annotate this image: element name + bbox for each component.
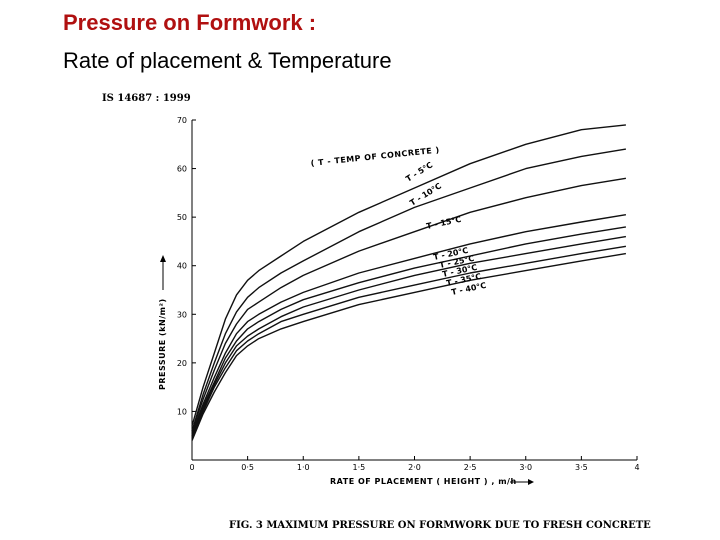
x-tick-label: 3·0 <box>519 463 532 472</box>
y-axis-arrow <box>160 255 166 290</box>
x-tick-label: 1·0 <box>297 463 310 472</box>
x-tick-label: 1·5 <box>353 463 366 472</box>
series-label: T - 5°C <box>404 160 434 183</box>
y-tick-label: 10 <box>177 407 187 416</box>
series-line <box>191 226 627 436</box>
y-tick-label: 60 <box>177 165 187 174</box>
series-line <box>191 177 627 432</box>
standard-label: IS 14687 : 1999 <box>102 93 191 104</box>
x-tick-label: 0·5 <box>241 463 254 472</box>
y-tick-label: 40 <box>177 262 187 271</box>
series-line <box>191 124 626 427</box>
slide-subtitle: Rate of placement & Temperature <box>63 48 392 73</box>
x-tick-label: 2·0 <box>408 463 421 472</box>
y-axis-label: PRESSURE (kN/m²) <box>158 298 167 390</box>
series-line <box>191 148 627 432</box>
figure-caption: FIG. 3 MAXIMUM PRESSURE ON FORMWORK DUE … <box>229 520 651 531</box>
chart-series <box>191 124 627 441</box>
series-line <box>191 235 627 436</box>
y-tick-label: 20 <box>177 359 187 368</box>
x-tick-label: 0 <box>189 463 194 472</box>
x-axis-label: RATE OF PLACEMENT ( HEIGHT ) , m/h <box>330 477 517 486</box>
series-line <box>191 252 627 441</box>
x-tick-label: 4 <box>634 463 639 472</box>
series-label: T - 15°C <box>426 215 463 231</box>
y-tick-label: 50 <box>177 213 187 222</box>
chart-axes: 0 0·5 1·0 1·5 2·0 2·5 3·0 3·5 4 10 20 30 40 50 60 70 <box>177 116 640 472</box>
x-tick-label: 2·5 <box>464 463 477 472</box>
x-axis-arrow <box>510 479 534 485</box>
y-tick-label: 30 <box>177 310 187 319</box>
series-line <box>191 245 627 439</box>
series-line <box>191 214 627 434</box>
slide-title: Pressure on Formwork : <box>63 10 317 35</box>
legend-note: ( T - TEMP OF CONCRETE ) <box>310 145 440 167</box>
x-tick-label: 3·5 <box>575 463 588 472</box>
y-tick-label: 70 <box>177 116 187 125</box>
chart-series-labels: T - 5°CT - 10°CT - 15°CT - 20°CT - 25°CT… <box>404 160 487 297</box>
